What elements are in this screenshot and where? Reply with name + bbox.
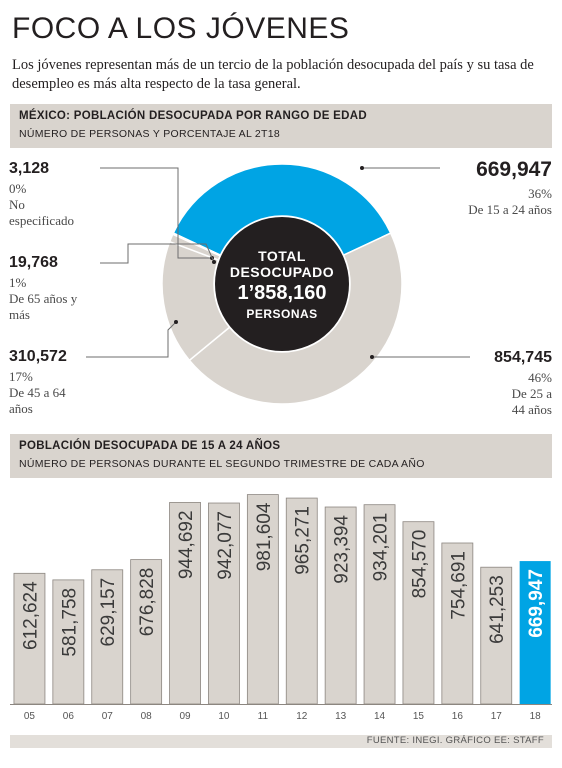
center-line-2: DESOCUPADO xyxy=(229,264,335,280)
slice-label-45-64: 310,572 17% De 45 a 64 años xyxy=(9,348,119,417)
x-tick-label: 08 xyxy=(141,711,153,722)
slice-percent: 17% xyxy=(9,369,33,384)
slice-value: 310,572 xyxy=(9,348,67,365)
x-tick-label: 10 xyxy=(218,711,230,722)
leader-no-especificado xyxy=(100,167,212,259)
x-tick-label: 18 xyxy=(530,711,542,722)
bar-value-label: 944,692 xyxy=(176,510,197,579)
x-tick-label: 17 xyxy=(491,711,503,722)
bar-value-label: 641,253 xyxy=(487,575,508,644)
bar-10 xyxy=(208,502,240,705)
slice-value: 854,745 xyxy=(494,349,552,366)
bar-18 xyxy=(519,561,551,704)
slice-percent: 46% xyxy=(528,370,552,385)
slice-percent: 0% xyxy=(9,181,27,196)
leader-45-64-dot xyxy=(174,320,178,324)
slice-name: De 45 a 64 años xyxy=(9,385,66,416)
donut-section-header: MÉXICO: POBLACIÓN DESOCUPADA POR RANGO D… xyxy=(10,104,552,148)
slice-value: 669,947 xyxy=(476,158,552,181)
bar-value-label: 942,077 xyxy=(215,511,236,580)
bar-value-label: 581,758 xyxy=(59,588,80,657)
slice-percent: 1% xyxy=(9,275,27,290)
x-tick-label: 16 xyxy=(452,711,464,722)
x-tick-label: 06 xyxy=(63,711,75,722)
page-title: FOCO A LOS JÓVENES xyxy=(12,12,350,45)
bar-12 xyxy=(285,497,318,705)
slice-name: De 65 años y más xyxy=(9,291,78,322)
bar-value-label: 629,157 xyxy=(98,578,119,647)
leader-65-mas-dot xyxy=(212,260,216,264)
leader-25-44-dot xyxy=(370,355,374,359)
bar-07 xyxy=(91,569,124,705)
x-tick-label: 13 xyxy=(335,711,347,722)
donut-center xyxy=(215,217,349,351)
slice-name: De 15 a 24 años xyxy=(468,202,552,217)
leader-45-64 xyxy=(86,321,177,358)
leader-65-mas xyxy=(100,243,215,264)
slice-value: 3,128 xyxy=(9,160,50,177)
x-tick-label: 14 xyxy=(374,711,386,722)
donut-chart-title: MÉXICO: POBLACIÓN DESOCUPADA POR RANGO D… xyxy=(19,110,367,122)
bar-value-label: 754,691 xyxy=(448,551,469,620)
slice-15-24 xyxy=(172,163,392,257)
bar-value-label: 669,947 xyxy=(526,569,547,638)
center-total-value: 1’858,160 xyxy=(237,282,327,304)
x-tick-label: 12 xyxy=(296,711,308,722)
bar-section-header: POBLACIÓN DESOCUPADA DE 15 A 24 AÑOS NÚM… xyxy=(10,434,552,478)
donut-center-label: TOTAL DESOCUPADO 1’858,160 PERSONAS xyxy=(212,248,352,321)
bar-chart-title: POBLACIÓN DESOCUPADA DE 15 A 24 AÑOS xyxy=(19,440,281,452)
bar-value-label: 934,201 xyxy=(371,513,392,582)
x-tick-label: 07 xyxy=(102,711,114,722)
page-subtitle: Los jóvenes representan más de un tercio… xyxy=(12,57,534,92)
bar-11 xyxy=(246,494,279,705)
slice-percent: 36% xyxy=(528,186,552,201)
source-note: FUENTE: INEGI. GRÁFICO EE: STAFF xyxy=(366,735,544,746)
x-tick-label: 11 xyxy=(258,711,269,722)
bar-value-label: 923,394 xyxy=(332,515,353,584)
bar-16 xyxy=(441,542,474,705)
slice-name: De 25 a 44 años xyxy=(511,386,552,417)
leader-15-24-dot xyxy=(360,166,364,170)
bar-13 xyxy=(324,506,357,705)
bar-17 xyxy=(480,566,513,705)
x-tick-label: 15 xyxy=(413,711,425,722)
bar-chart-subtitle: NÚMERO DE PERSONAS DURANTE EL SEGUNDO TR… xyxy=(19,458,425,470)
donut-chart-subtitle: NÚMERO DE PERSONAS Y PORCENTAJE AL 2T18 xyxy=(19,128,281,140)
slice-label-15-24: 669,947 36% De 15 a 24 años xyxy=(432,158,552,218)
bar-14 xyxy=(363,504,396,705)
slice-name: No especificado xyxy=(9,197,74,228)
center-line-1: TOTAL xyxy=(258,248,306,264)
x-tick-label: 05 xyxy=(24,711,36,722)
slice-value: 19,768 xyxy=(9,254,58,271)
slice-label-65-mas: 19,768 1% De 65 años y más xyxy=(9,254,119,323)
source-bar: FUENTE: INEGI. GRÁFICO EE: STAFF xyxy=(10,735,552,748)
bar-value-label: 612,624 xyxy=(20,581,41,650)
bar-value-label: 965,271 xyxy=(293,506,314,575)
slice-label-no-especificado: 3,128 0% No especificado xyxy=(9,160,119,229)
center-line-4: PERSONAS xyxy=(246,307,318,321)
bar-value-label: 981,604 xyxy=(254,502,275,571)
bar-value-label: 854,570 xyxy=(409,530,430,599)
bar-09 xyxy=(169,502,201,705)
bar-value-label: 676,828 xyxy=(137,568,158,637)
slice-label-25-44: 854,745 46% De 25 a 44 años xyxy=(452,349,552,418)
x-tick-label: 09 xyxy=(179,711,191,722)
slice-25-44 xyxy=(188,232,403,405)
bar-15 xyxy=(402,521,435,705)
